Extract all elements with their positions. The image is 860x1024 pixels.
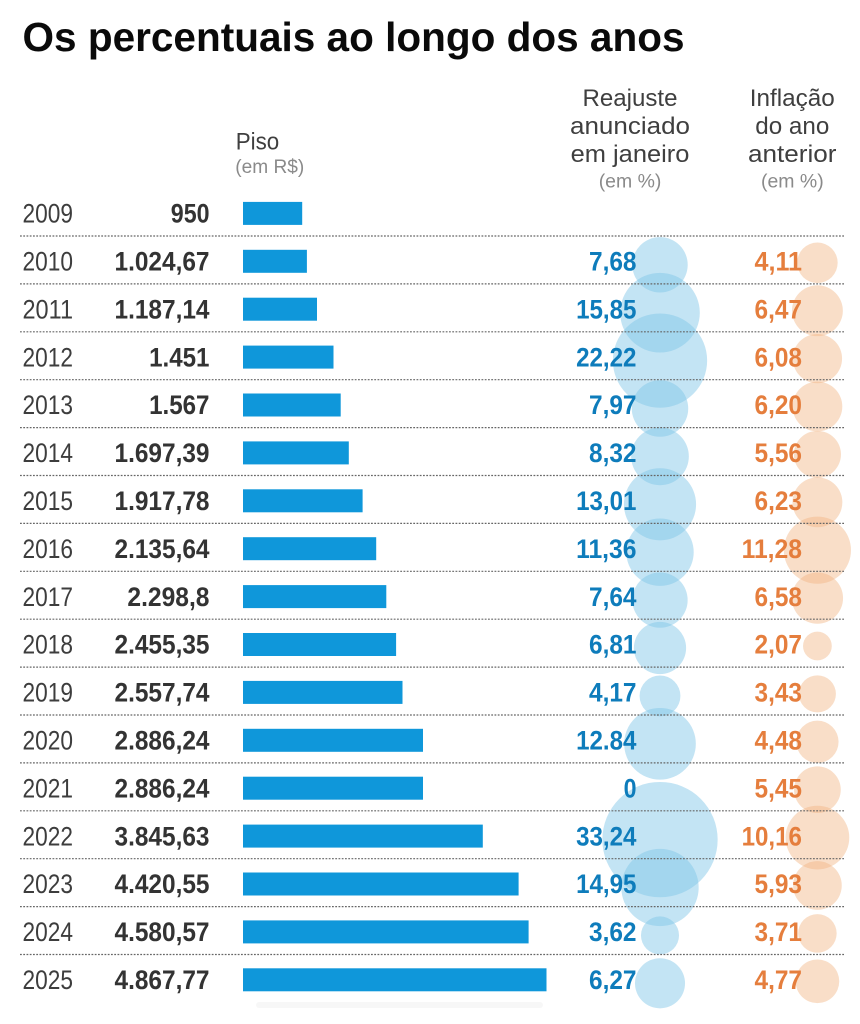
- svg-text:4,11: 4,11: [755, 247, 803, 277]
- svg-text:anterior: anterior: [748, 141, 837, 168]
- svg-text:2011: 2011: [23, 294, 74, 324]
- svg-text:2021: 2021: [23, 773, 74, 803]
- svg-text:5,45: 5,45: [755, 773, 803, 803]
- svg-text:Inflação: Inflação: [750, 85, 835, 112]
- svg-text:2024: 2024: [23, 917, 74, 947]
- svg-text:do ano: do ano: [755, 113, 829, 140]
- svg-text:7,97: 7,97: [589, 390, 637, 420]
- svg-text:7,68: 7,68: [589, 247, 637, 277]
- svg-text:(em %): (em %): [599, 170, 662, 192]
- svg-text:Reajuste: Reajuste: [583, 85, 678, 112]
- svg-text:6,81: 6,81: [589, 630, 637, 660]
- svg-text:1.567: 1.567: [149, 390, 209, 420]
- svg-text:2016: 2016: [23, 534, 74, 564]
- svg-text:2014: 2014: [23, 438, 74, 468]
- svg-text:(em %): (em %): [761, 170, 824, 192]
- svg-text:2022: 2022: [23, 821, 74, 851]
- svg-text:2009: 2009: [23, 199, 74, 229]
- svg-text:7,64: 7,64: [589, 582, 637, 612]
- svg-text:2023: 2023: [23, 869, 74, 899]
- svg-text:2012: 2012: [23, 342, 74, 372]
- svg-text:2015: 2015: [23, 486, 74, 516]
- svg-text:6,08: 6,08: [755, 342, 803, 372]
- svg-text:3.845,63: 3.845,63: [115, 821, 210, 851]
- svg-text:3,71: 3,71: [755, 917, 803, 947]
- svg-text:12.84: 12.84: [576, 726, 636, 756]
- svg-text:2.557,74: 2.557,74: [115, 678, 210, 708]
- svg-text:2.135,64: 2.135,64: [115, 534, 210, 564]
- svg-text:13,01: 13,01: [576, 486, 636, 516]
- svg-text:(em R$): (em R$): [235, 156, 304, 178]
- svg-text:5,93: 5,93: [755, 869, 803, 899]
- svg-text:33,24: 33,24: [576, 821, 636, 851]
- svg-text:1.187,14: 1.187,14: [115, 294, 210, 324]
- svg-text:3,43: 3,43: [755, 678, 803, 708]
- svg-text:2,07: 2,07: [755, 630, 803, 660]
- svg-text:11,36: 11,36: [576, 534, 636, 564]
- svg-text:22,22: 22,22: [576, 342, 636, 372]
- svg-text:1.697,39: 1.697,39: [115, 438, 210, 468]
- svg-text:6,20: 6,20: [755, 390, 803, 420]
- svg-text:4,77: 4,77: [755, 965, 803, 995]
- svg-text:1.451: 1.451: [149, 342, 209, 372]
- svg-text:Piso: Piso: [236, 128, 280, 155]
- svg-text:em janeiro: em janeiro: [571, 141, 690, 168]
- svg-text:2020: 2020: [23, 726, 74, 756]
- svg-text:2.886,24: 2.886,24: [115, 726, 210, 756]
- svg-text:4,17: 4,17: [589, 678, 637, 708]
- svg-text:anunciado: anunciado: [570, 113, 690, 140]
- svg-text:Os percentuais ao longo dos an: Os percentuais ao longo dos anos: [23, 14, 685, 60]
- svg-text:1.024,67: 1.024,67: [115, 247, 210, 277]
- svg-text:2.886,24: 2.886,24: [115, 773, 210, 803]
- svg-text:6,23: 6,23: [755, 486, 803, 516]
- svg-text:5,56: 5,56: [755, 438, 803, 468]
- svg-text:0: 0: [624, 773, 637, 803]
- svg-text:4.420,55: 4.420,55: [115, 869, 210, 899]
- svg-text:15,85: 15,85: [576, 294, 636, 324]
- svg-text:2018: 2018: [23, 630, 74, 660]
- svg-text:950: 950: [171, 199, 210, 229]
- svg-text:2017: 2017: [23, 582, 74, 612]
- svg-text:4,48: 4,48: [755, 726, 803, 756]
- svg-text:11,28: 11,28: [742, 534, 802, 564]
- svg-text:4.580,57: 4.580,57: [115, 917, 210, 947]
- svg-text:2010: 2010: [23, 247, 74, 277]
- svg-text:8,32: 8,32: [589, 438, 637, 468]
- svg-text:10,16: 10,16: [742, 821, 802, 851]
- svg-text:2025: 2025: [23, 965, 74, 995]
- svg-text:4.867,77: 4.867,77: [115, 965, 210, 995]
- svg-text:2019: 2019: [23, 678, 74, 708]
- svg-text:2.298,8: 2.298,8: [127, 582, 209, 612]
- svg-text:2.455,35: 2.455,35: [115, 630, 210, 660]
- svg-text:6,47: 6,47: [755, 294, 803, 324]
- svg-text:3,62: 3,62: [589, 917, 637, 947]
- svg-text:1.917,78: 1.917,78: [115, 486, 210, 516]
- svg-text:6,58: 6,58: [755, 582, 803, 612]
- svg-text:2013: 2013: [23, 390, 74, 420]
- svg-text:14,95: 14,95: [576, 869, 636, 899]
- svg-text:6,27: 6,27: [589, 965, 637, 995]
